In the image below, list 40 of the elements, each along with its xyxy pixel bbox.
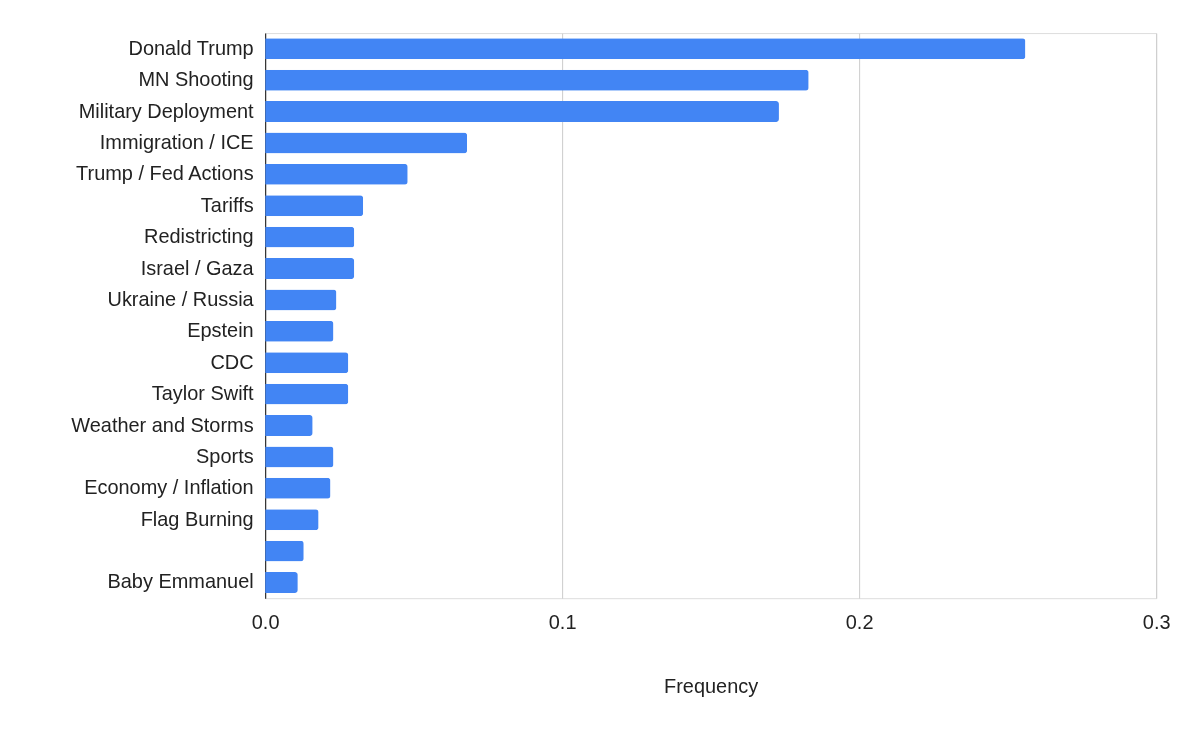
y-tick-label: Donald Trump <box>128 36 254 59</box>
bar <box>265 258 355 280</box>
y-tick-label: MN Shooting <box>138 68 254 91</box>
y-tick-label: Military Deployment <box>78 99 255 122</box>
bar <box>265 38 1026 60</box>
x-tick-label: 0.3 <box>1142 610 1171 633</box>
x-tick-label: 0.2 <box>845 610 874 633</box>
y-tick-label: Immigration / ICE <box>99 130 254 153</box>
y-tick-label: Tariffs <box>200 193 254 216</box>
bar <box>265 446 334 468</box>
y-tick-label: Ukraine / Russia <box>107 287 255 310</box>
bar <box>265 226 355 248</box>
y-tick-label: Trump / Fed Actions <box>76 162 254 185</box>
bar <box>265 195 364 217</box>
bar <box>265 509 319 531</box>
y-tick-label: Weather and Storms <box>71 413 254 436</box>
bar <box>265 352 349 374</box>
y-tick-label: Israel / Gaza <box>140 256 255 279</box>
x-tick-label: 0.1 <box>548 610 577 633</box>
bar <box>265 132 468 154</box>
bar <box>265 163 408 185</box>
bar <box>265 320 334 342</box>
y-tick-label: CDC <box>210 350 254 373</box>
y-tick-label: Epstein <box>187 319 254 342</box>
x-tick-label: 0.0 <box>251 610 280 633</box>
bar <box>265 383 349 405</box>
y-tick-label: Taylor Swift <box>151 382 255 405</box>
x-axis-title: Frequency <box>664 675 759 698</box>
bar <box>265 415 313 436</box>
y-tick-label: Economy / Inflation <box>84 476 254 499</box>
y-tick-label: Sports <box>196 444 254 467</box>
y-tick-label: Redistricting <box>144 225 254 248</box>
bar <box>265 101 779 123</box>
y-tick-label: Flag Burning <box>140 507 254 530</box>
bar <box>265 289 337 311</box>
y-tick-label: Baby Emmanuel <box>107 570 254 593</box>
bar <box>265 69 809 91</box>
bar <box>265 572 298 593</box>
bar <box>265 477 331 499</box>
bar <box>265 540 304 562</box>
